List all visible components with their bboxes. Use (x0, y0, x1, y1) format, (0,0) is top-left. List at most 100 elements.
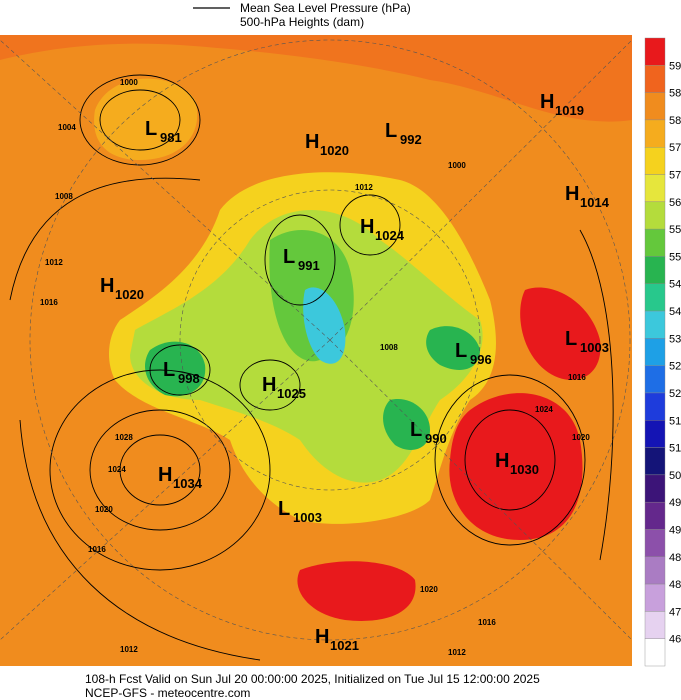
center-value: 998 (178, 371, 200, 386)
center-value: 1014 (580, 195, 610, 210)
center-letter: H (100, 275, 114, 297)
colorbar-label: 558 (669, 224, 681, 236)
center-letter: H (360, 216, 374, 238)
center-value: 990 (425, 431, 447, 446)
colorbar-label: 540 (669, 306, 681, 318)
center-letter: L (385, 120, 397, 142)
center-value: 991 (298, 258, 320, 273)
center-value: 1019 (555, 103, 584, 118)
colorbar-cell (644, 174, 666, 203)
colorbar-label: 474 (669, 606, 681, 618)
contour-label: 1024 (108, 465, 126, 474)
center-value: 981 (160, 130, 182, 145)
center-letter: H (315, 626, 329, 648)
colorbar-cell (644, 447, 666, 476)
contour-label: 1000 (448, 161, 466, 170)
center-letter: L (278, 498, 290, 520)
contour-label: 1008 (55, 192, 73, 201)
colorbar-label: 594 (669, 60, 681, 72)
colorbar-cell (644, 310, 666, 339)
colorbar-cell (644, 92, 666, 121)
colorbar-cell (644, 420, 666, 448)
colorbar-cell (644, 283, 666, 312)
colorbar-label: 534 (669, 333, 681, 345)
center-value: 992 (400, 132, 422, 147)
center-letter: L (145, 118, 157, 140)
colorbar-cell (644, 501, 666, 530)
contour-label: 1020 (572, 433, 590, 442)
contour-label: 1016 (40, 298, 58, 307)
colorbar-label: 486 (669, 552, 681, 564)
center-letter: L (283, 246, 295, 268)
center-value: 1034 (173, 476, 203, 491)
center-letter: L (163, 359, 175, 381)
contour-label: 1012 (355, 183, 373, 192)
contour-label: 1012 (448, 648, 466, 657)
colorbar-cell (644, 65, 666, 93)
center-letter: L (410, 419, 422, 441)
colorbar-label: 546 (669, 279, 681, 291)
center-letter: H (158, 464, 172, 486)
colorbar-cell (644, 228, 666, 257)
colorbar-label: 522 (669, 388, 681, 400)
center-letter: H (540, 91, 554, 113)
center-value: 1003 (293, 510, 322, 525)
colorbar-cell (644, 474, 666, 503)
colorbar-label: 528 (669, 361, 681, 373)
legend-fill-label: 500-hPa Heights (dam) (240, 15, 364, 29)
colorbar-cell (644, 256, 666, 284)
colorbar-label: 504 (669, 470, 681, 482)
contour-label: 1024 (535, 405, 553, 414)
colorbar-cell (644, 529, 666, 557)
contour-labels: 1000 1004 1008 1012 1016 1012 1028 1024 1020 1016… (40, 78, 590, 657)
center-value: 1021 (330, 638, 359, 653)
colorbar-label: 516 (669, 415, 681, 427)
contour-label: 1016 (478, 618, 496, 627)
contour-label: 1004 (58, 123, 76, 132)
contour-label: 1016 (568, 373, 586, 382)
colorbar-label: 588 (669, 88, 681, 100)
map (0, 35, 633, 666)
colorbar-label: 468 (669, 634, 681, 646)
colorbar-cell (644, 556, 666, 585)
center-value: 1020 (320, 143, 349, 158)
colorbar-label: 552 (669, 251, 681, 263)
center-letter: H (565, 183, 579, 205)
center-letter: H (262, 374, 276, 396)
colorbar-cell (644, 147, 666, 175)
colorbar-cell (644, 365, 666, 394)
colorbar-cell (644, 201, 666, 230)
colorbar-cell (644, 37, 666, 66)
center-value: 1030 (510, 462, 539, 477)
contour-label: 1016 (88, 545, 106, 554)
colorbar-cell (644, 611, 666, 639)
contour-label: 1000 (120, 78, 138, 87)
colorbar-label: 576 (669, 142, 681, 154)
colorbar-cell (644, 583, 666, 612)
contour-label: 1012 (45, 258, 63, 267)
colorbar-cell (644, 338, 666, 366)
colorbar-cell (644, 392, 666, 421)
legend-line-label: Mean Sea Level Pressure (hPa) (240, 1, 411, 15)
center-value: 1003 (580, 340, 609, 355)
colorbar-label: 570 (669, 170, 681, 182)
contour-label: 1008 (380, 343, 398, 352)
colorbar-label: 480 (669, 579, 681, 591)
contour-label: 1012 (120, 645, 138, 654)
colorbar: 594 588 582 576 570 564 558 552 546 540 534 528 522 5… (644, 37, 681, 667)
colorbar-cell (644, 119, 666, 148)
center-value: 1024 (375, 228, 405, 243)
center-letter: H (495, 450, 509, 472)
center-letter: L (565, 328, 577, 350)
contour-label: 1020 (420, 585, 438, 594)
colorbar-label: 582 (669, 115, 681, 127)
colorbar-label: 498 (669, 497, 681, 509)
center-value: 1025 (277, 386, 306, 401)
footer-line: NCEP-GFS - meteocentre.com (85, 686, 250, 700)
footer-line: 108-h Fcst Valid on Sun Jul 20 00:00:00 … (85, 672, 540, 686)
center-letter: L (455, 340, 467, 362)
contour-label: 1020 (95, 505, 113, 514)
contour-label: 1028 (115, 433, 133, 442)
